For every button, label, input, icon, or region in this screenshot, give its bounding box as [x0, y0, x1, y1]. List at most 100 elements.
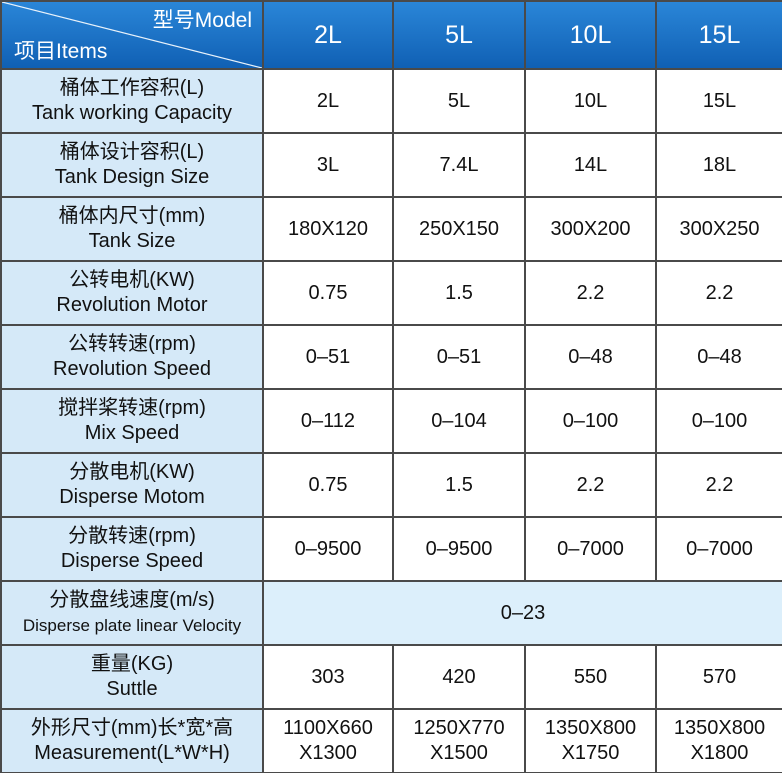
value-text: 303 [311, 665, 345, 688]
value-text: 0–51 [305, 345, 351, 368]
label-line: Suttle [106, 678, 158, 700]
value-text: 250X150 [418, 217, 500, 240]
label-line: Mix Speed [84, 422, 180, 444]
spec-row: 公转电机(KW) Revolution Motor 0.75 1.5 2.2 2.2 [0, 260, 782, 326]
model-header: 5L [392, 0, 526, 70]
value-cell: 0–23 [262, 580, 782, 646]
value-text: 0–100 [562, 409, 619, 432]
value-cell: 0–104 [392, 388, 526, 454]
value-text: 550 [573, 665, 608, 688]
value-text: 3L [316, 153, 340, 176]
value-cell: 420 [392, 644, 526, 710]
value-cell: 0–7000 [655, 516, 782, 582]
value-line: X1750 [561, 742, 620, 764]
items-label: 项目Items [14, 40, 108, 63]
row-label: 桶体内尺寸(mm) Tank Size [0, 196, 264, 262]
value-cell: 1.5 [392, 452, 526, 518]
label-line: 重量(KG) [90, 653, 174, 675]
value-cell: 0–9500 [262, 516, 394, 582]
value-cell: 2.2 [655, 260, 782, 326]
value-cell: 18L [655, 132, 782, 198]
value-cell: 0–100 [524, 388, 657, 454]
value-text: 2.2 [705, 281, 734, 304]
label-line: Tank Design Size [54, 166, 210, 188]
value-cell: 14L [524, 132, 657, 198]
value-cell: 2.2 [524, 260, 657, 326]
corner-cell: 型号Model 项目Items [0, 0, 264, 70]
label-line: Measurement(L*W*H) [34, 742, 230, 764]
label-line: 分散电机(KW) [69, 461, 195, 483]
label-line: 分散转速(rpm) [68, 525, 196, 547]
value-text: 0–104 [431, 409, 487, 432]
value-text: 300X200 [550, 217, 631, 240]
value-text: 0–7000 [686, 537, 753, 560]
label-line: 桶体工作容积(L) [59, 77, 205, 99]
row-label: 重量(KG) Suttle [0, 644, 264, 710]
spec-row: 重量(KG) Suttle 303 420 550 570 [0, 644, 782, 710]
value-cell: 5L [392, 68, 526, 134]
value-text: 420 [442, 665, 476, 688]
value-text: 1.5 [445, 281, 473, 304]
value-cell: 180X120 [262, 196, 394, 262]
label-line: Tank working Capacity [31, 102, 233, 124]
value-cell: 1350X800 X1800 [655, 708, 782, 773]
row-label: 外形尺寸(mm)长*宽*高 Measurement(L*W*H) [0, 708, 264, 773]
value-text: 0–112 [300, 409, 356, 432]
spec-row: 分散电机(KW) Disperse Motom 0.75 1.5 2.2 2.2 [0, 452, 782, 518]
value-cell: 3L [262, 132, 394, 198]
row-label: 桶体工作容积(L) Tank working Capacity [0, 68, 264, 134]
value-text: 0–9500 [425, 537, 493, 560]
row-label: 分散电机(KW) Disperse Motom [0, 452, 264, 518]
value-text: 0–48 [697, 345, 742, 368]
value-text: 14L [573, 153, 608, 176]
label-line: 外形尺寸(mm)长*宽*高 [30, 717, 234, 739]
value-text: 1.5 [445, 473, 473, 496]
value-cell: 15L [655, 68, 782, 134]
value-cell: 0–48 [524, 324, 657, 390]
label-line: Disperse plate linear Velocity [22, 616, 242, 635]
value-text: 0–9500 [294, 537, 362, 560]
spec-row: 桶体工作容积(L) Tank working Capacity 2L 5L 10L 15L [0, 68, 782, 134]
model-label: 型号Model [152, 9, 252, 32]
value-cell: 300X250 [655, 196, 782, 262]
value-line: 1100X660 [283, 717, 373, 739]
label-line: 桶体设计容积(L) [59, 141, 205, 163]
spec-row: 公转转速(rpm) Revolution Speed 0–51 0–51 0–48 0–4… [0, 324, 782, 390]
value-text: 2L [316, 89, 340, 112]
label-line: Revolution Motor [56, 294, 208, 316]
label-line: 桶体内尺寸(mm) [58, 205, 206, 227]
model-header: 15L [655, 0, 782, 70]
value-text: 0.75 [308, 473, 348, 496]
value-cell: 7.4L [392, 132, 526, 198]
value-line: X1800 [690, 742, 749, 764]
label-line: 搅拌桨转速(rpm) [58, 397, 206, 419]
spec-row: 桶体内尺寸(mm) Tank Size 180X120 250X150 300X200 3… [0, 196, 782, 262]
value-cell: 570 [655, 644, 782, 710]
diagonal [2, 2, 262, 68]
row-label: 搅拌桨转速(rpm) Mix Speed [0, 388, 264, 454]
label-line: Disperse Motom [59, 486, 205, 508]
spec-row: 桶体设计容积(L) Tank Design Size 3L 7.4L 14L 18L [0, 132, 782, 198]
value-text: 0–100 [691, 409, 748, 432]
value-cell: 0.75 [262, 260, 394, 326]
value-cell: 250X150 [392, 196, 526, 262]
value-text: 0–48 [568, 345, 613, 368]
value-cell: 0–100 [655, 388, 782, 454]
label-line: 分散盘线速度(m/s) [49, 589, 215, 611]
row-label: 公转电机(KW) Revolution Motor [0, 260, 264, 326]
label-line: Disperse Speed [60, 550, 204, 572]
spec-row: 分散转速(rpm) Disperse Speed 0–9500 0–9500 0–700… [0, 516, 782, 582]
spec-row: 分散盘线速度(m/s) Disperse plate linear Velocit… [0, 580, 782, 646]
value-cell: 0.75 [262, 452, 394, 518]
row-label: 公转转速(rpm) Revolution Speed [0, 324, 264, 390]
value-cell: 2.2 [655, 452, 782, 518]
label-line: 公转转速(rpm) [68, 333, 196, 355]
value-cell: 300X200 [524, 196, 657, 262]
spec-row: 外形尺寸(mm)长*宽*高 Measurement(L*W*H) 1100X660 X… [0, 708, 782, 773]
value-cell: 2L [262, 68, 394, 134]
value-line: 1250X770 [413, 717, 505, 739]
value-text: 0–51 [436, 345, 482, 368]
